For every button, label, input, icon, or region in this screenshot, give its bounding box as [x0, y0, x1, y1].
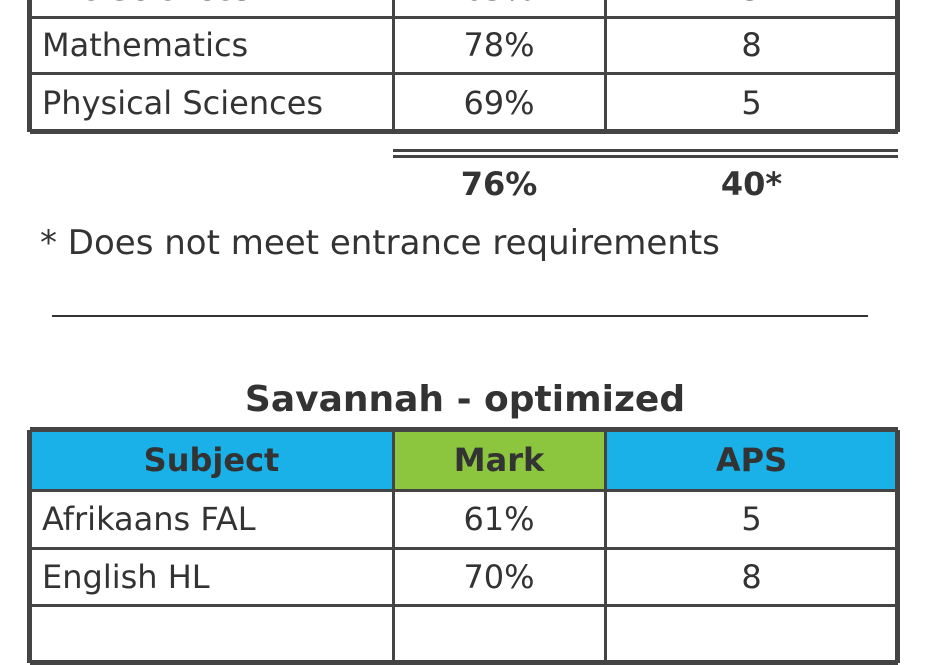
cell: Afrikaans FAL — [42, 500, 256, 538]
col-line — [391, 430, 395, 663]
double-rule — [393, 155, 898, 158]
row-line — [30, 488, 898, 492]
row-line — [30, 660, 898, 665]
col-line — [895, 0, 900, 132]
col-line — [895, 430, 900, 663]
total-aps: 40* — [720, 165, 783, 203]
header-bg — [393, 430, 605, 490]
header-cell: APS — [715, 441, 788, 479]
cell: Mathematics — [42, 26, 249, 64]
cell: 5 — [741, 83, 762, 122]
header-bg — [30, 430, 393, 490]
cell: 78% — [463, 26, 535, 64]
page: 76% 40* * Does not meet entrance require… — [27, 0, 900, 665]
cell: Life Sciences — [30, 0, 393, 17]
cell: 8 — [741, 557, 762, 596]
cell: 8 — [741, 26, 762, 64]
row-line — [30, 71, 898, 75]
cell: 5 — [605, 0, 898, 17]
cell: 70% — [463, 557, 535, 596]
col-line — [603, 0, 607, 132]
cell: 61% — [463, 500, 535, 538]
cell: 65% — [393, 0, 605, 17]
row-line — [30, 427, 898, 432]
cell: 5 — [741, 500, 762, 538]
cell: 69% — [463, 83, 535, 122]
row-line — [30, 15, 898, 19]
col-line — [27, 430, 32, 663]
cell: English HL — [42, 557, 210, 596]
total-mark: 76% — [460, 165, 538, 203]
row-line — [30, 546, 898, 550]
header-bg — [605, 430, 898, 490]
row-line — [30, 129, 898, 134]
footnote: * Does not meet entrance requirements — [40, 223, 720, 263]
table-title: Savannah - optimized — [244, 378, 686, 420]
separator — [52, 315, 868, 317]
double-rule — [393, 149, 898, 152]
cell: Physical Sciences — [42, 83, 324, 122]
col-line — [391, 0, 395, 132]
document: 76% 40* * Does not meet entrance require… — [27, 0, 900, 665]
header-cell: Mark — [453, 441, 545, 479]
header-cell: Subject — [143, 441, 280, 479]
col-line — [603, 430, 607, 663]
col-line — [27, 0, 32, 132]
row-line — [30, 603, 898, 607]
